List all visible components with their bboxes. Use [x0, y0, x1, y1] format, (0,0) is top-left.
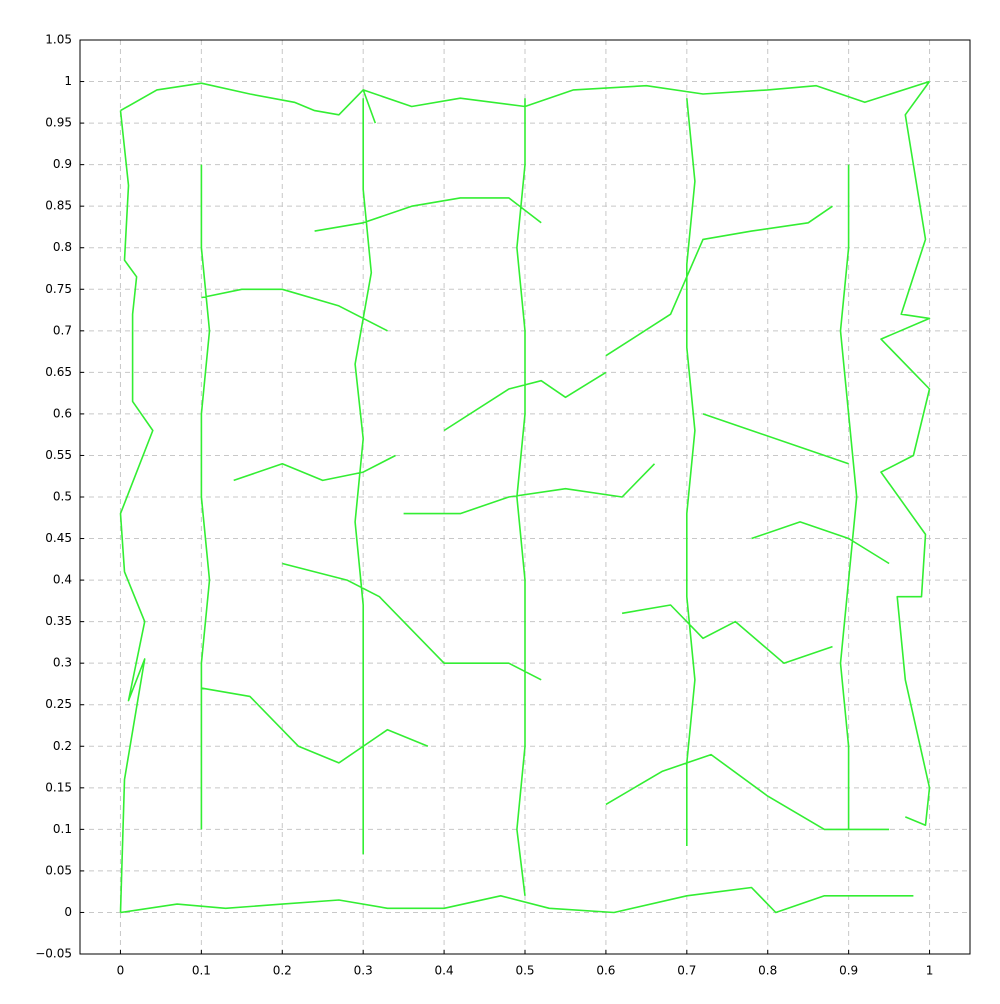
y-tick-label: 0.65: [45, 365, 72, 379]
y-tick-label: 0.9: [53, 157, 72, 171]
x-tick-label: 1: [926, 964, 934, 978]
y-tick-label: 0.15: [45, 780, 72, 794]
x-tick-label: 0.9: [839, 964, 858, 978]
y-tick-label: 0.85: [45, 199, 72, 213]
y-tick-label: 0.35: [45, 614, 72, 628]
x-tick-label: 0.2: [273, 964, 292, 978]
y-tick-label: 0.45: [45, 531, 72, 545]
x-tick-label: 0.8: [758, 964, 777, 978]
y-tick-label: 0.2: [53, 739, 72, 753]
y-tick-label: 0.1: [53, 822, 72, 836]
y-tick-label: 0.25: [45, 697, 72, 711]
y-tick-label: 0.75: [45, 282, 72, 296]
x-tick-label: 0.5: [515, 964, 534, 978]
x-tick-label: 0.1: [192, 964, 211, 978]
x-tick-label: 0.3: [354, 964, 373, 978]
y-tick-label: 0.7: [53, 323, 72, 337]
y-tick-label: 0.95: [45, 116, 72, 130]
x-tick-label: 0.7: [677, 964, 696, 978]
mesh-edges: [119, 80, 931, 914]
y-tick-label: 0.5: [53, 490, 72, 504]
y-tick-label: 0.55: [45, 448, 72, 462]
y-tick-label: 0.8: [53, 240, 72, 254]
y-tick-label: 0.6: [53, 406, 72, 420]
y-tick-label: 0.05: [45, 863, 72, 877]
plot-frame: [79, 39, 971, 955]
x-tick-label: 0.4: [435, 964, 454, 978]
x-tick-label: 0.6: [596, 964, 615, 978]
y-tick-label: 0.3: [53, 656, 72, 670]
y-tick-label: 0.4: [53, 573, 72, 587]
x-tick-label: 0: [117, 964, 125, 978]
y-tick-label: −0.05: [35, 947, 72, 961]
y-tick-label: 1: [64, 74, 72, 88]
y-tick-label: 1.05: [45, 33, 72, 47]
y-tick-label: 0: [64, 905, 72, 919]
